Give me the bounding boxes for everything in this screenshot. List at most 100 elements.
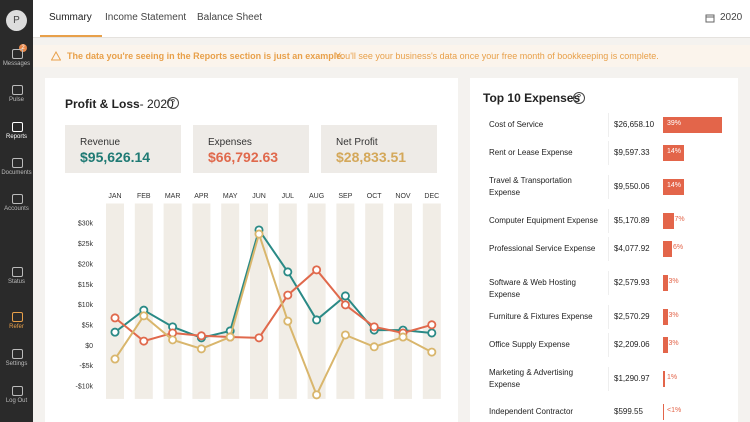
- row-divider: [608, 175, 609, 199]
- expense-name: Cost of Service: [489, 120, 544, 129]
- share-bar: [663, 404, 664, 420]
- x-tick-label: DEC: [424, 193, 439, 200]
- row-divider: [608, 271, 609, 295]
- nav-label[interactable]: Status: [7, 279, 25, 285]
- row-divider: [608, 141, 609, 165]
- expense-amount: $2,579.93: [614, 278, 650, 287]
- nav-label[interactable]: Pulse: [8, 97, 24, 103]
- point: [398, 332, 408, 342]
- nav-label[interactable]: Settings: [5, 361, 28, 367]
- point: [340, 300, 350, 310]
- row-divider: [608, 333, 609, 357]
- point: [254, 229, 264, 239]
- card-title: Top 10 Expenses: [483, 91, 581, 105]
- expense-amount: $599.55: [614, 407, 643, 416]
- nav-label[interactable]: Reports: [5, 134, 27, 140]
- month-column: [163, 203, 182, 399]
- point: [139, 336, 149, 346]
- point: [369, 342, 379, 352]
- help-icon[interactable]: ?: [573, 92, 585, 104]
- share-label: 7%: [674, 216, 685, 223]
- nav-icon: [12, 85, 23, 95]
- month-column: [394, 203, 412, 399]
- tab[interactable]: Income Statement: [105, 12, 187, 23]
- share-bar: [663, 117, 722, 133]
- expense-name: Professional Service Expense: [489, 244, 596, 253]
- month-column: [422, 203, 441, 399]
- series-line: [114, 268, 433, 343]
- nav-label[interactable]: Log Out: [5, 398, 28, 404]
- total: $95,626.14: [80, 149, 151, 165]
- row-divider: [608, 209, 609, 233]
- series-line: [114, 227, 432, 339]
- x-tick-label: APR: [194, 193, 208, 200]
- share-bar: [663, 179, 684, 195]
- share-label: <1%: [667, 407, 682, 414]
- sidebar: P 2 Messages Pulse Reports Documents Account…: [0, 0, 33, 422]
- x-tick-label: FEB: [137, 193, 151, 200]
- expense-name: Furniture & Fixtures Expense: [489, 312, 593, 321]
- avatar[interactable]: P: [6, 10, 27, 31]
- help-icon[interactable]: ?: [167, 97, 179, 109]
- nav-icon: [12, 267, 23, 277]
- row-divider: [608, 113, 609, 137]
- nav-label[interactable]: Messages: [2, 61, 31, 67]
- tab[interactable]: Balance Sheet: [197, 12, 263, 23]
- share-bar: [663, 371, 665, 387]
- nav-icon: [12, 312, 23, 322]
- month-column: [307, 203, 326, 399]
- point: [196, 344, 206, 354]
- expense-name: Independent Contractor: [489, 407, 574, 416]
- x-tick-label: SEP: [338, 193, 352, 200]
- point: [283, 267, 293, 277]
- x-tick-label: OCT: [367, 193, 383, 200]
- y-tick-label: $15k: [78, 282, 94, 289]
- share-bar: [663, 145, 684, 161]
- row-divider: [608, 237, 609, 261]
- point: [283, 290, 293, 300]
- nav-icon: [12, 194, 23, 204]
- y-tick-label: $5k: [82, 322, 94, 329]
- share-bar: [663, 275, 668, 291]
- banner: The data you're seeing in the Reports se…: [33, 45, 750, 67]
- expense-amount: $5,170.89: [614, 216, 650, 225]
- total: $66,792.63: [208, 149, 279, 165]
- expense-amount: $9,597.33: [614, 148, 650, 157]
- y-tick-label: $25k: [78, 241, 94, 248]
- point: [312, 390, 322, 400]
- point: [168, 335, 178, 345]
- year-selector[interactable]: 2020: [720, 12, 743, 23]
- month-column: [192, 203, 211, 399]
- calendar-icon: [705, 14, 715, 23]
- label: Net Profit: [336, 137, 378, 148]
- x-tick-label: MAY: [223, 193, 238, 200]
- point: [340, 330, 350, 340]
- share-label: 3%: [668, 278, 679, 285]
- summary-card: Net Profit $28,833.51: [321, 125, 437, 173]
- y-tick-label: -$10k: [75, 384, 93, 391]
- point: [312, 315, 322, 325]
- share-label: 39%: [667, 120, 682, 127]
- tab[interactable]: Summary: [49, 12, 92, 23]
- nav-label[interactable]: Refer: [9, 324, 24, 330]
- x-tick-label: NOV: [395, 193, 411, 200]
- point: [427, 320, 437, 330]
- share-label: 3%: [668, 312, 679, 319]
- point: [110, 327, 120, 337]
- label: Expenses: [208, 137, 252, 148]
- x-tick-label: AUG: [309, 193, 324, 200]
- nav-label[interactable]: Documents: [1, 170, 32, 176]
- share-label: 6%: [673, 244, 684, 251]
- point: [340, 291, 350, 301]
- row-divider: [608, 367, 609, 391]
- warning-icon: [51, 51, 61, 61]
- month-column: [221, 203, 240, 399]
- expense-amount: $9,550.06: [614, 182, 650, 191]
- expense-name: Marketing & Advertising Expense: [489, 368, 574, 389]
- nav-label[interactable]: Accounts: [4, 206, 29, 212]
- nav-icon: [12, 122, 23, 132]
- x-tick-label: JUN: [252, 193, 266, 200]
- y-tick-label: $0: [85, 343, 93, 350]
- summary-card: Expenses $66,792.63: [193, 125, 309, 173]
